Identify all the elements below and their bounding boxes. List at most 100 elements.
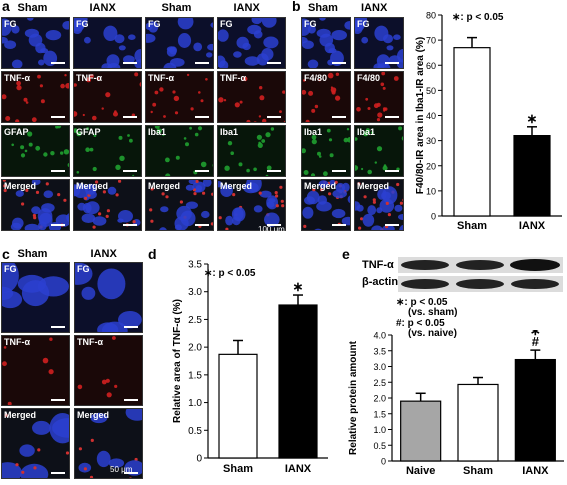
scale-bar [195, 62, 209, 64]
column-header-c-1: IANX [90, 248, 117, 260]
bar-chart-b: 0 10 20 30 40 50 60 70 80 F40/80-IR area in Iba1-… [415, 11, 562, 232]
scale-bar [124, 399, 138, 401]
panel-letter-b: b [292, 0, 301, 14]
micrograph-a-r1-c2: TNF-α [145, 71, 214, 123]
band-tnf-naive [401, 260, 449, 270]
scale-bar [332, 170, 346, 172]
micrograph-a-r0-c1: FG [73, 17, 142, 69]
scale-bar [195, 224, 209, 226]
micrograph-label: TNF-α [77, 337, 104, 347]
micrograph-label: Iba1 [220, 127, 239, 137]
blot-label-tnf: TNF-α [362, 259, 394, 271]
band-actin-ianx [511, 279, 559, 289]
micrograph-label: Merged [304, 181, 337, 191]
micrograph-a-r2-c2: Iba1 [145, 125, 214, 177]
micrograph-a-r3-c2: Merged [145, 179, 214, 231]
micrograph-label: F4/80 [304, 73, 328, 83]
note-sig-naive: #: p < 0.05 [396, 318, 445, 329]
category-label: IANX [285, 463, 312, 475]
scale-bar [267, 62, 281, 64]
scale-bar [51, 326, 65, 328]
scale-bar [123, 116, 137, 118]
band-actin-sham [456, 279, 504, 289]
y-tick-label: 50 [426, 86, 436, 96]
scale-bar [332, 116, 346, 118]
significance-mark: # [532, 334, 540, 349]
micrograph-label: Merged [220, 181, 253, 191]
micrograph-b-r3-c0: Merged [301, 179, 351, 231]
y-tick-label: 0 [431, 212, 436, 222]
y-tick-label: 1.0 [188, 398, 202, 409]
micrograph-label: Merged [357, 181, 390, 191]
micrograph-a-r1-c3: TNF-α [217, 71, 286, 123]
y-tick-label: 0 [381, 457, 386, 467]
category-label: Sham [223, 463, 253, 475]
bar-ianx [513, 135, 551, 217]
micrograph-a-r0-c0: FG [1, 17, 70, 69]
y-tick-label: 0.5 [373, 441, 386, 451]
bar-ianx [278, 304, 318, 459]
micrograph-c-r0-c0: FG [1, 262, 70, 333]
y-tick-label: 30 [426, 136, 436, 146]
y-tick-label: 3.0 [188, 287, 202, 298]
bar-naive [400, 400, 442, 462]
micrograph-label: FG [4, 264, 17, 274]
micrograph-label: TNF-α [4, 73, 31, 83]
note-vs-sham: (vs. sham) [408, 307, 458, 318]
scale-bar [123, 224, 137, 226]
scale-bar [332, 62, 346, 64]
scale-bar [123, 170, 137, 172]
bar-sham [453, 47, 491, 217]
micrograph-label: Merged [77, 410, 110, 420]
micrograph-label: TNF-α [220, 73, 247, 83]
micrograph-label: FG [4, 19, 17, 29]
micrograph-c-r1-c1: TNF-α [74, 335, 143, 406]
panel-letter-d: d [148, 246, 157, 262]
y-tick-label: 3.5 [373, 346, 386, 356]
category-label: Naive [406, 465, 435, 477]
y-axis-label: F40/80-IR area in Iba1-IR area (%) [415, 37, 426, 194]
panel-letter-a: a [2, 0, 10, 14]
note-sig-sham: ∗: p < 0.05 [396, 297, 448, 308]
scale-bar [51, 116, 65, 118]
y-tick-label: 1.5 [373, 409, 386, 419]
micrograph-c-r2-c0: Merged [1, 408, 70, 479]
bar-sham [218, 353, 258, 459]
micrograph-label: FG [357, 19, 370, 29]
scale-bar [385, 116, 399, 118]
scale-bar [51, 170, 65, 172]
micrograph-c-r2-c1: Merged [74, 408, 143, 479]
micrograph-b-r1-c0: F4/80 [301, 71, 351, 123]
scale-bar [385, 170, 399, 172]
category-label: Sham [457, 220, 487, 232]
micrograph-b-r0-c1: FG [354, 17, 404, 69]
micrograph-label: FG [148, 19, 161, 29]
micrograph-label: FG [77, 264, 90, 274]
y-tick-label: 2.0 [373, 394, 386, 404]
y-tick-label: 60 [426, 61, 436, 71]
micrograph-label: FG [220, 19, 233, 29]
blot-label-actin: β-actin [362, 276, 399, 288]
y-axis-label: Relative protein amount [348, 340, 359, 455]
column-header-a-1: IANX [89, 2, 116, 14]
y-tick-label: 20 [426, 161, 436, 171]
note-vs-naive: (vs. naive) [408, 328, 457, 339]
micrograph-b-r1-c1: F4/80 [354, 71, 404, 123]
y-tick-label: 4.0 [373, 331, 386, 341]
column-header-a-3: IANX [233, 2, 260, 14]
micrograph-a-r3-c1: Merged [73, 179, 142, 231]
bar-chart-e: 0 0.5 1.0 1.5 2.0 2.5 3.0 3.5 4.0 Relative protei… [348, 330, 564, 477]
scale-bar [124, 472, 138, 474]
y-tick-label: 0.5 [188, 426, 202, 437]
scale-bar [332, 224, 346, 226]
bar-chart-d: 0 0.5 1.0 1.5 2.0 2.5 3.0 3.5 Relative area of T… [172, 260, 328, 475]
y-tick-label: 2.5 [373, 378, 386, 388]
band-tnf-sham [456, 260, 504, 270]
micrograph-b-r2-c1: Iba1 [354, 125, 404, 177]
micrograph-b-r0-c0: FG [301, 17, 351, 69]
scale-label-a: 100 μm [258, 225, 285, 234]
scale-bar [51, 399, 65, 401]
category-label: IANX [519, 220, 546, 232]
scale-label-c: 50 μm [110, 465, 133, 474]
y-tick-label: 2.0 [188, 343, 202, 354]
